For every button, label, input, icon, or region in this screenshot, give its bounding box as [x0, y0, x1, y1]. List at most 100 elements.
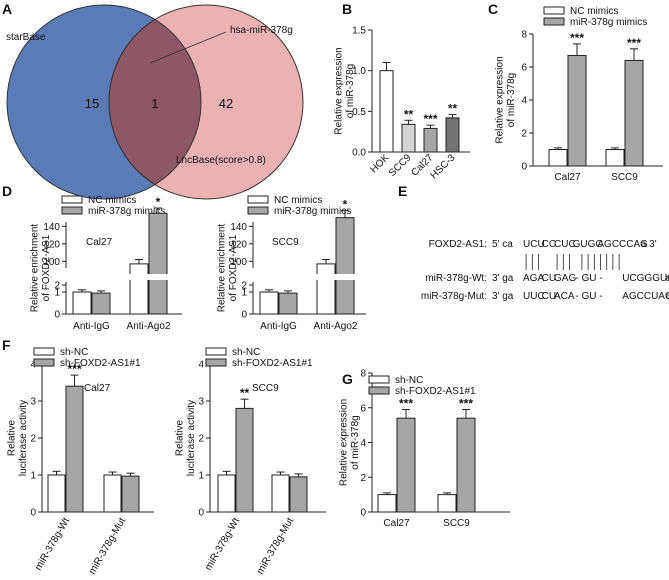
- chart-b-bar-hok: [379, 70, 394, 153]
- chart-b-x-tick-label: SCC9: [387, 152, 414, 179]
- chart-f1-legend-swatch: [33, 358, 55, 367]
- sequence-row-label: miR-378g-Wt:: [425, 273, 487, 284]
- chart-f2-bar-mir-378g-wt-sh-foxd2-as1-1: [235, 407, 254, 513]
- panel-label-f: F: [2, 337, 11, 353]
- panel-label-a: A: [2, 1, 12, 17]
- chart-b-bar-hsc-3: [445, 117, 460, 153]
- chart-b-y-tick-label: 1.5: [352, 26, 366, 37]
- chart-d2-y-tick-label: 100: [230, 257, 247, 268]
- chart-g-legend-label: sh-FOXD2-AS1#1: [395, 386, 476, 397]
- chart-d1-y-tick-label: 140: [43, 222, 60, 233]
- chart-g-bar-cal27-sh-foxd2-as1-1: [396, 417, 416, 513]
- chart-b-y-tick-label: 1.0: [352, 66, 366, 77]
- chart-f2-legend-swatch: [205, 347, 227, 356]
- chart-f2-x-tick-label: miR-378g-Wt: [203, 516, 242, 573]
- venn-label-starbase: starBase: [6, 32, 46, 43]
- chart-d1-y-tick-label: 120: [43, 239, 60, 250]
- chart-d1-y-tick-label: 1: [54, 288, 60, 299]
- chart-c-significance: ***: [627, 36, 641, 50]
- venn-label-lncbase: LncBase(score>0.8): [176, 155, 266, 166]
- sequence-row-label: FOXD2-AS1:: [429, 239, 487, 250]
- chart-b-y-label: Relative expressionof miR-378g: [334, 47, 357, 134]
- sequence-segment: a 3': [641, 239, 657, 250]
- chart-g-y-tick-label: 2: [360, 473, 366, 484]
- venn-count-lncbase-only: 42: [219, 96, 233, 111]
- chart-c-bar-cal27-mir-378g-mimics: [567, 54, 587, 167]
- chart-d2-bar-anti-igg-nc-mimics: [259, 291, 279, 315]
- chart-g-bar-cal27-sh-nc: [377, 494, 397, 513]
- chart-d1-legend-swatch: [61, 206, 83, 215]
- chart-f1-bar-mir-378g-wt-sh-nc: [47, 474, 66, 513]
- chart-f2-legend-label: sh-FOXD2-AS1#1: [232, 358, 313, 369]
- chart-g-legend-swatch: [368, 375, 390, 384]
- chart-g-y-tick-label: 6: [360, 403, 366, 414]
- sequence-segment: a 5': [666, 291, 669, 302]
- chart-f1-x-tick-label: miR-378g-Wt: [33, 516, 72, 573]
- sequence-segment: GAG: [554, 273, 576, 284]
- chart-f1-legend-label: sh-FOXD2-AS1#1: [60, 358, 141, 369]
- chart-c-y-tick-label: 0: [521, 162, 527, 173]
- chart-d1-bar-anti-ago2-mir-378g-mimics-break-gap: [147, 274, 169, 280]
- chart-g-y-tick-label: 8: [360, 369, 366, 380]
- sequence-segment: CU: [542, 291, 556, 302]
- chart-d2-y-label: Relative enrichmentof FOXD2-AS1: [217, 224, 240, 313]
- sequence-segment: a 5': [666, 273, 669, 284]
- chart-f1-bar-mir-378g-mut-sh-foxd2-as1-1: [121, 475, 140, 513]
- venn-callout-line: [149, 31, 227, 64]
- sequence-segment: UCGGGUC: [622, 273, 669, 284]
- panel-label-d: D: [2, 183, 12, 199]
- panel-label-c: C: [488, 1, 498, 17]
- chart-b-significance: ***: [423, 112, 437, 126]
- chart-d1-y-tick-label: 0: [54, 310, 60, 321]
- chart-d2-x-tick-label: Anti-Ago2: [314, 321, 358, 332]
- chart-d2-bar-anti-ago2-nc-mimics-break-gap: [315, 274, 337, 280]
- sequence-segment: ACA: [554, 291, 575, 302]
- chart-g-x-tick-label: SCC9: [443, 518, 470, 529]
- chart-d2-bar-anti-ago2-mir-378g-mimics-break-gap: [334, 274, 356, 280]
- chart-d2-y-tick-label: 1: [241, 288, 247, 299]
- sequence-segment: - GU -: [573, 291, 606, 302]
- chart-c-y-tick-label: 8: [521, 30, 527, 41]
- chart-b-y-tick-label: 0.0: [352, 148, 366, 159]
- chart-f1-significance: ***: [67, 362, 81, 376]
- sequence-segment: CC: [542, 239, 556, 250]
- chart-b-x-tick-label: HSC-3: [429, 152, 458, 181]
- chart-c-bar-scc9-mir-378g-mimics: [624, 59, 644, 167]
- chart-f2-y-tick-label: 3: [198, 397, 204, 408]
- chart-c-bar-scc9-nc-mimics: [605, 149, 625, 167]
- panel-label-g: G: [342, 371, 353, 387]
- chart-f1-cell-line-label: Cal27: [84, 383, 111, 394]
- chart-f2-cell-line-label: SCC9: [252, 383, 279, 394]
- chart-d2-y-tick-label: 0: [241, 310, 247, 321]
- chart-b-y-tick-label: 0.5: [352, 107, 366, 118]
- chart-d1-x-tick-label: Anti-Ago2: [127, 321, 171, 332]
- chart-f2-legend-swatch: [205, 358, 227, 367]
- chart-d1-bar-anti-ago2-nc-mimics-break-gap: [128, 274, 150, 280]
- chart-c-legend-label: NC mimics: [570, 6, 618, 17]
- chart-f2-bar-mir-378g-mut-sh-foxd2-as1-1: [289, 476, 308, 513]
- chart-g-legend-label: sh-NC: [395, 375, 423, 386]
- sequence-segment: 5' ca: [492, 239, 513, 250]
- sequence-segment: - GU -: [573, 273, 606, 284]
- chart-b: 0.0 0.5 1.0 1.5 Relative expressionof miR-37…: [334, 26, 470, 181]
- chart-d1-legend-label: miR-378g mimics: [88, 206, 165, 217]
- chart-f2-significance: **: [240, 386, 250, 400]
- chart-f1-legend-swatch: [33, 347, 55, 356]
- chart-d2-cell-line-label: SCC9: [272, 237, 299, 248]
- chart-d2-legend-label: miR-378g mimics: [274, 206, 351, 217]
- chart-g-legend-swatch: [368, 386, 390, 395]
- sequence-segment: 3' ga: [492, 291, 514, 302]
- chart-f-scc9: 0 1 2 3 4 Relativeluciferase activity sh-NCsh-…: [175, 347, 326, 576]
- chart-c-legend-swatch: [543, 6, 565, 15]
- chart-d1-y-tick-label: 2: [54, 281, 60, 292]
- sequence-segment: AGCCCAG: [597, 239, 648, 250]
- venn-overlap: [108, 18, 202, 186]
- chart-c-legend-label: miR-378g mimics: [570, 17, 647, 28]
- chart-b-bar-scc9: [401, 123, 416, 153]
- chart-g-y-tick-label: 0: [360, 508, 366, 519]
- sequence-segment: GUGC: [573, 239, 603, 250]
- chart-f2-legend-label: sh-NC: [232, 347, 260, 358]
- sequence-segment: UCU: [523, 239, 545, 250]
